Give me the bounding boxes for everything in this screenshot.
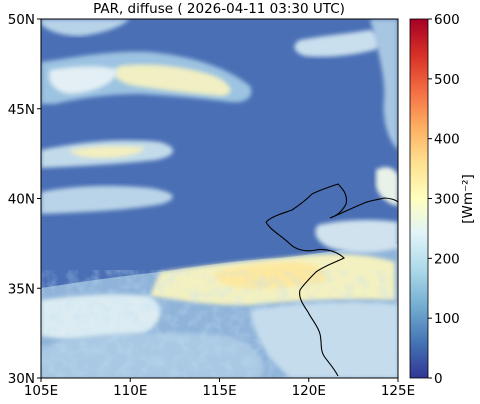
x-tick-label: 115E xyxy=(202,383,236,399)
x-tick-label: 105E xyxy=(24,383,58,399)
colorbar-tick-label: 600 xyxy=(434,12,460,28)
coastline xyxy=(265,183,398,377)
far-right-cloud xyxy=(376,167,398,206)
colorbar xyxy=(409,18,429,379)
x-tick-label: 120E xyxy=(292,383,326,399)
colorbar-tick-label: 300 xyxy=(434,192,460,208)
colorbar-ticks: 0 100 200 300 400 500 600 xyxy=(428,12,460,387)
y-tick-label: 40N xyxy=(8,192,35,208)
x-tick-label: 110E xyxy=(113,383,147,399)
northern-cloud-pale xyxy=(49,66,118,94)
colorbar-tick-label: 200 xyxy=(434,251,460,267)
colorbar-tick-label: 100 xyxy=(434,311,460,327)
y-axis-ticks: 30N 35N 40N 45N 50N xyxy=(8,12,41,387)
x-tick-label: 125E xyxy=(381,383,415,399)
top-cloud-streak xyxy=(41,19,130,36)
y-tick-label: 35N xyxy=(8,281,35,297)
mid-cloud-yellow xyxy=(70,145,145,158)
x-axis-ticks: 105E 110E 115E 120E 125E xyxy=(24,378,415,399)
y-tick-label: 50N xyxy=(8,12,35,28)
southern-cloud-texture xyxy=(41,270,398,378)
mid-cloud-lower xyxy=(41,185,173,214)
map-title: PAR, diffuse ( 2026-04-11 03:30 UTC) xyxy=(93,1,345,17)
northern-cloud-bright xyxy=(114,64,231,96)
right-edge-cloud xyxy=(370,19,398,150)
y-tick-label: 30N xyxy=(8,371,35,387)
colorbar-tick-label: 500 xyxy=(434,72,460,88)
y-tick-label: 45N xyxy=(8,102,35,118)
colorbar-tick-label: 0 xyxy=(434,371,443,387)
colorbar-tick-label: 400 xyxy=(434,132,460,148)
colorbar-label: [Wm⁻²] xyxy=(460,174,476,224)
top-right-cloud xyxy=(294,30,384,57)
map-panel xyxy=(41,19,398,378)
mid-cloud-right xyxy=(315,219,398,253)
